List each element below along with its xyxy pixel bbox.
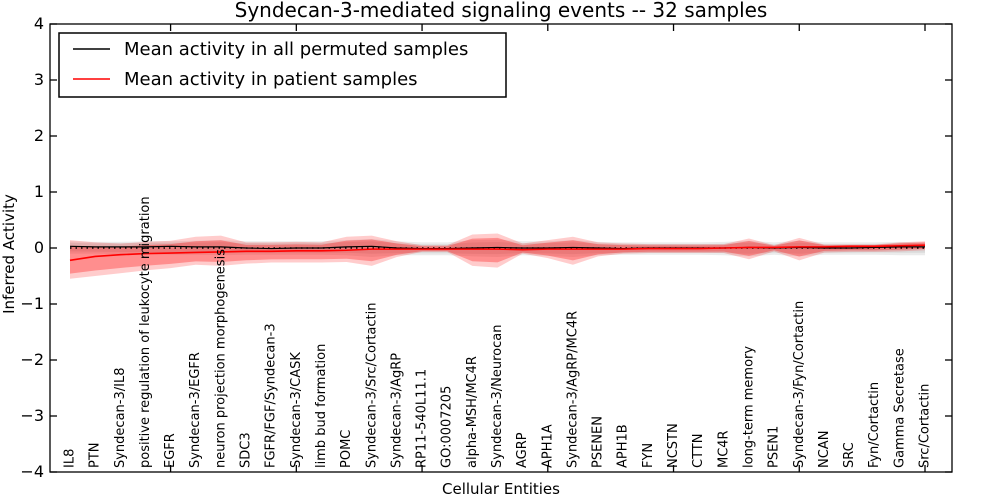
x-tick-label: GO:0007205 [440, 386, 455, 468]
series-line-1 [69, 244, 926, 262]
x-tick-label: Syndecan-3/Src/Cortactin [364, 302, 379, 468]
x-tick-label: Syndecan-3/EGFR [188, 352, 203, 468]
x-axis-label: Cellular Entities [442, 480, 560, 498]
y-tick-label: 2 [34, 126, 44, 145]
y-tick-label: 4 [34, 14, 44, 33]
y-axis-label: Inferred Activity [0, 194, 18, 314]
legend-entry-label: Mean activity in patient samples [124, 69, 418, 90]
x-tick-label: MC4R [716, 430, 731, 468]
x-tick-label: Syndecan-3/AgRP/MC4R [565, 311, 580, 468]
x-tick-label: Syndecan-3/Neurocan [490, 325, 505, 468]
x-tick-label: SRC [842, 442, 857, 468]
x-tick-label: Syndecan-3/Fyn/Cortactin [792, 301, 807, 468]
x-tick-label: APH1B [616, 424, 631, 468]
y-tick-label: 1 [34, 182, 44, 201]
x-tick-label: PSENEN [591, 416, 606, 468]
x-tick-label: PTN [88, 442, 103, 468]
y-tick-label: −3 [20, 406, 44, 425]
axes-layer [49, 23, 953, 473]
y-tick-label: −2 [20, 350, 44, 369]
band-inner-1 [70, 237, 925, 274]
x-tick-label: APH1A [540, 424, 555, 468]
x-tick-label: POMC [339, 430, 354, 468]
x-tick-label: Syndecan-3/CASK [289, 352, 304, 468]
x-tick-label: Src/Cortactin [918, 384, 933, 468]
legend: Mean activity in all permuted samples Mea… [58, 32, 507, 98]
x-tick-label: Syndecan-3/IL8 [113, 368, 128, 468]
chart-title: Syndecan-3-mediated signaling events -- … [235, 0, 768, 22]
x-tick-label: SDC3 [239, 432, 254, 468]
x-tick-label: EGFR [163, 433, 178, 468]
y-tick-label: −4 [20, 462, 44, 481]
x-tick-label: Syndecan-3/AgRP [389, 353, 404, 468]
x-tick-label: Fyn/Cortactin [867, 382, 882, 468]
y-tick-label: −1 [20, 294, 44, 313]
x-tick-label: long-term memory [741, 346, 756, 468]
band-outer-1 [70, 233, 925, 279]
series-layer [69, 244, 926, 262]
x-tick-label: NCAN [817, 431, 832, 468]
legend-entry-label: Mean activity in all permuted samples [124, 39, 468, 60]
x-tick-label: PSEN1 [767, 426, 782, 468]
legend-box [58, 32, 507, 98]
x-tick-label: IL8 [63, 449, 78, 468]
x-tick-label: NCSTN [666, 423, 681, 468]
x-tick-label: neuron projection morphogenesis [213, 249, 228, 468]
x-tick-label: positive regulation of leukocyte migrati… [138, 196, 153, 468]
x-tick-label: FYN [641, 443, 656, 468]
x-tick-label: FGFR/FGF/Syndecan-3 [264, 323, 279, 468]
y-tick-label: 0 [34, 238, 44, 257]
x-tick-label: AGRP [515, 432, 530, 468]
x-tick-label: alpha-MSH/MC4R [465, 356, 480, 468]
bands-layer [70, 233, 925, 279]
tick-labels-layer: −4 −3 −2 −1 0 1 2 3 4 IL8 PTN Syndecan-3/IL8 positiv… [20, 14, 932, 481]
x-tick-label: Gamma Secretase [892, 348, 907, 468]
x-tick-label: limb bud formation [314, 344, 329, 468]
x-tick-label: CTTN [691, 434, 706, 468]
x-tick-label: RP11-540L11.1 [415, 369, 430, 468]
y-tick-label: 3 [34, 70, 44, 89]
